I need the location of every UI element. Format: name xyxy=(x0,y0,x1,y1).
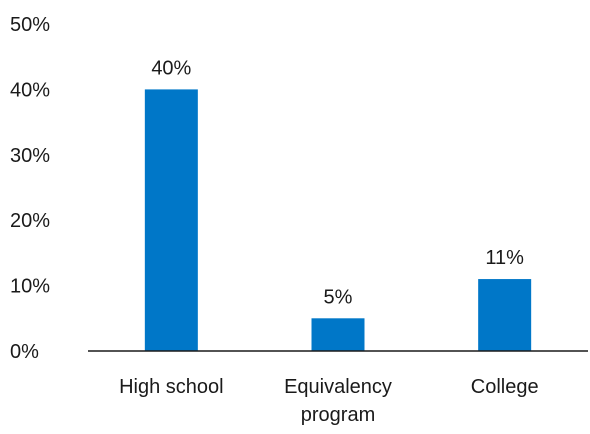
bar xyxy=(478,279,532,351)
x-tick-label-line: High school xyxy=(119,376,224,398)
y-tick-label: 40% xyxy=(10,79,50,101)
x-tick-label: Equivalency program xyxy=(284,376,392,426)
bar-value-label: 40% xyxy=(151,57,191,79)
y-tick-label: 50% xyxy=(10,14,50,36)
x-tick-label: High school xyxy=(119,376,224,398)
y-axis-tick-labels: 0% 10% 20% 30% 40% 50% xyxy=(10,14,50,363)
y-tick-label: 0% xyxy=(10,341,39,363)
y-tick-label: 30% xyxy=(10,145,50,167)
y-tick-label: 10% xyxy=(10,276,50,298)
bar xyxy=(311,318,365,351)
bar-value-label: 5% xyxy=(324,286,353,308)
x-tick-label-line: College xyxy=(471,376,539,398)
x-axis-category-labels: High school Equivalency program College xyxy=(119,376,539,426)
y-tick-label: 20% xyxy=(10,210,50,232)
bar xyxy=(144,89,198,352)
bar-value-label: 11% xyxy=(485,247,524,269)
x-tick-label-line: Equivalency xyxy=(284,376,392,398)
x-tick-label-line: program xyxy=(301,404,375,426)
bar-value-labels: 40% 5% 11% xyxy=(151,57,524,308)
x-tick-label: College xyxy=(471,376,539,398)
bar-series xyxy=(144,89,532,352)
